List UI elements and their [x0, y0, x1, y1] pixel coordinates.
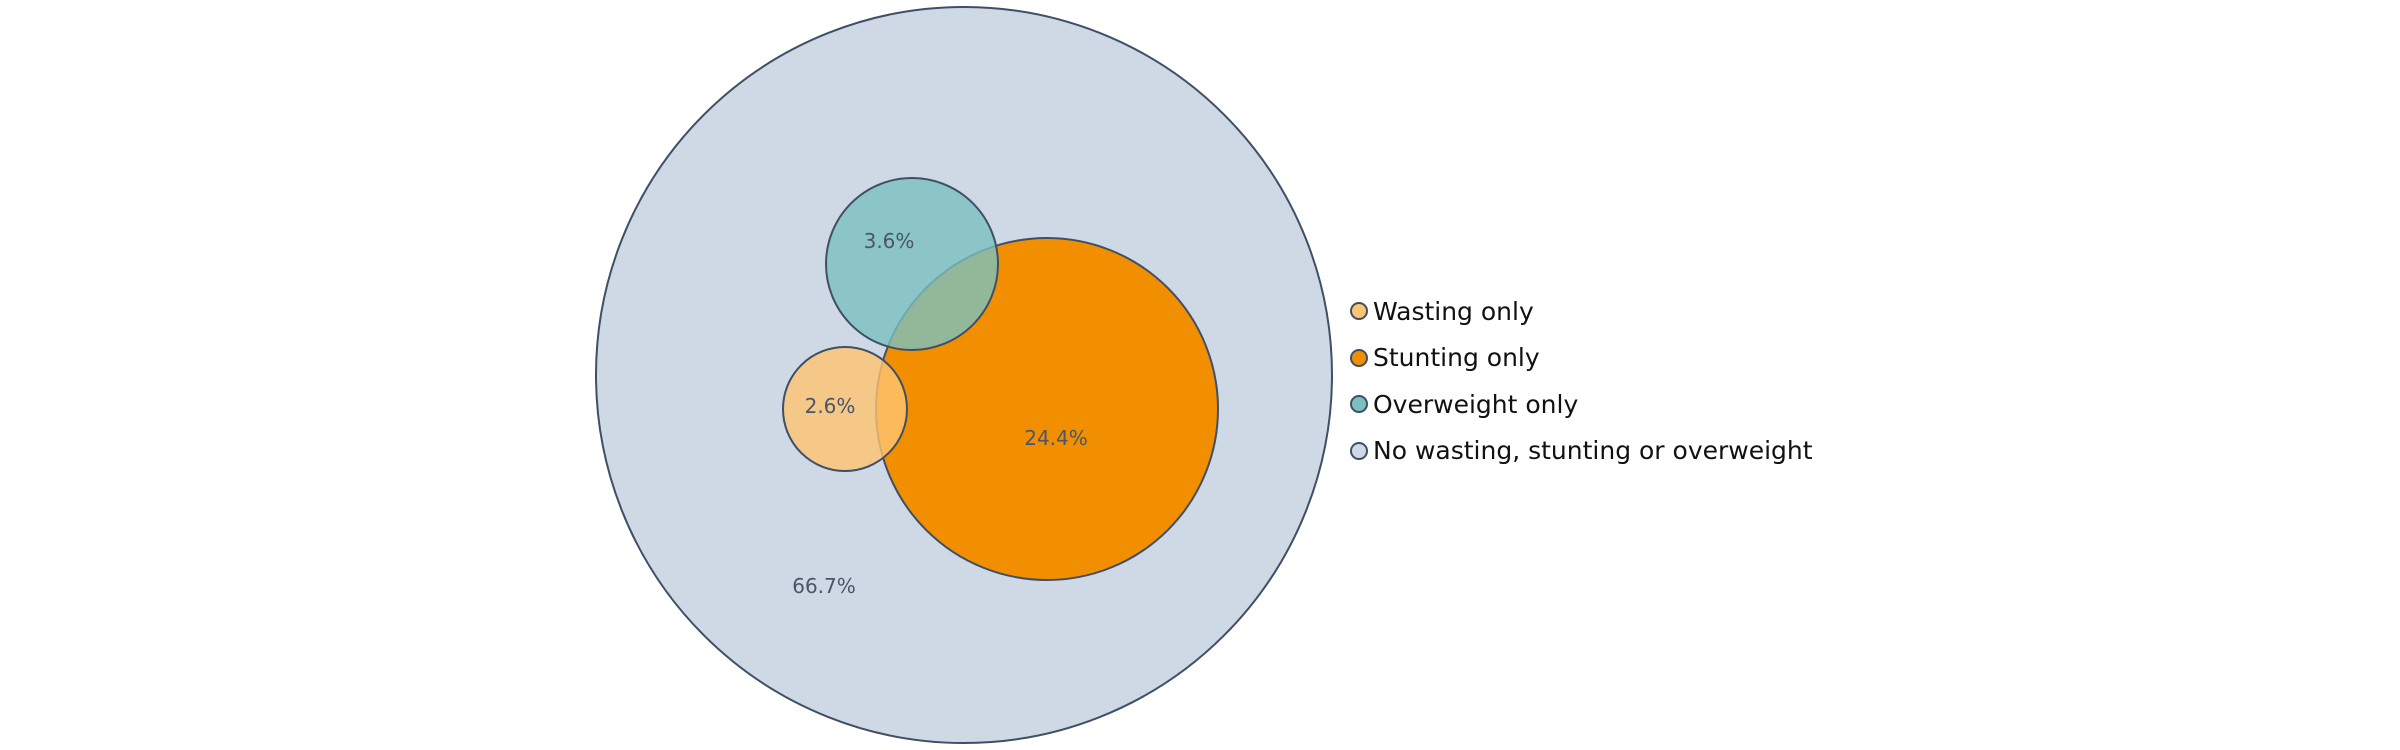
legend-label-wasting: Wasting only [1373, 296, 1534, 326]
legend-swatch-wasting [1350, 302, 1368, 321]
label-none: 66.7% [792, 574, 856, 598]
legend-item-overweight: Overweight only [1350, 381, 1813, 428]
legend-swatch-stunting [1350, 348, 1368, 367]
legend-item-stunting: Stunting only [1350, 335, 1813, 382]
label-overweight: 3.6% [864, 229, 915, 253]
circle-wasting [782, 346, 908, 472]
label-stunting: 24.4% [1024, 426, 1088, 450]
legend-label-none: No wasting, stunting or overweight [1373, 436, 1813, 466]
legend-item-none: No wasting, stunting or overweight [1350, 428, 1813, 475]
legend-item-wasting: Wasting only [1350, 288, 1813, 335]
label-wasting: 2.6% [805, 394, 856, 418]
legend-label-overweight: Overweight only [1373, 389, 1579, 419]
legend-swatch-overweight [1350, 395, 1368, 414]
circle-overweight [825, 177, 999, 351]
legend: Wasting only Stunting only Overweight on… [1350, 288, 1813, 474]
legend-swatch-none [1350, 441, 1368, 460]
legend-label-stunting: Stunting only [1373, 343, 1540, 373]
